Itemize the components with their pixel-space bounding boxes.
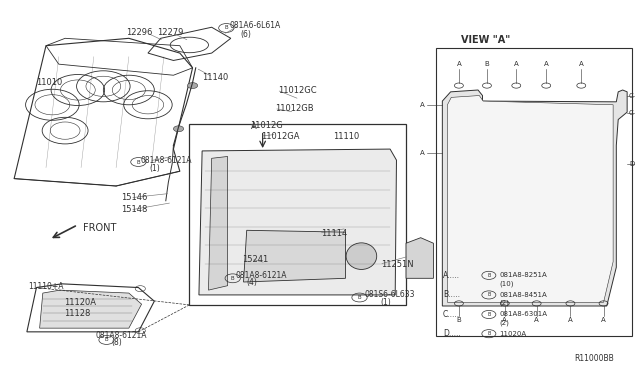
Text: (2): (2) xyxy=(499,300,509,306)
Text: 081S6-6L633: 081S6-6L633 xyxy=(365,291,415,299)
Bar xyxy=(189,124,406,305)
Text: 081A8-6301A: 081A8-6301A xyxy=(499,311,547,317)
Text: (6): (6) xyxy=(241,30,252,39)
Text: 11251N: 11251N xyxy=(381,260,414,269)
Text: 11012GC: 11012GC xyxy=(278,86,317,94)
Text: 081A6-6L61A: 081A6-6L61A xyxy=(230,21,281,30)
Text: B: B xyxy=(105,337,108,343)
Text: C.....: C..... xyxy=(443,310,460,319)
Text: A: A xyxy=(502,317,507,323)
Text: B: B xyxy=(456,317,461,323)
Text: A: A xyxy=(514,61,518,67)
Text: B: B xyxy=(136,160,140,164)
Text: B: B xyxy=(358,295,362,300)
Polygon shape xyxy=(442,90,627,306)
Text: (1): (1) xyxy=(381,298,391,307)
Circle shape xyxy=(188,83,198,89)
Text: A: A xyxy=(579,61,584,67)
Polygon shape xyxy=(406,238,433,278)
Text: 081A8-6121A: 081A8-6121A xyxy=(140,156,192,166)
Text: B: B xyxy=(487,273,490,278)
Text: A.....: A..... xyxy=(443,271,460,280)
Text: 081A8-8451A: 081A8-8451A xyxy=(499,292,547,298)
Text: 11010: 11010 xyxy=(36,78,63,87)
Text: 11012GB: 11012GB xyxy=(275,104,314,113)
Text: A: A xyxy=(601,317,606,323)
Polygon shape xyxy=(244,230,346,282)
Text: A: A xyxy=(251,122,257,131)
Text: D: D xyxy=(629,161,634,167)
Text: 11012G: 11012G xyxy=(250,121,283,129)
Text: B.....: B..... xyxy=(443,291,460,299)
Text: C: C xyxy=(629,110,634,116)
Text: (2): (2) xyxy=(499,320,509,326)
Polygon shape xyxy=(199,149,396,295)
Polygon shape xyxy=(209,157,228,290)
Ellipse shape xyxy=(346,243,377,269)
Text: (8): (8) xyxy=(111,339,122,347)
Text: 12279: 12279 xyxy=(157,28,184,37)
Text: D.....: D..... xyxy=(443,329,461,338)
Text: 081A8-8251A: 081A8-8251A xyxy=(499,272,547,278)
Text: R11000BB: R11000BB xyxy=(574,354,614,363)
Text: VIEW "A": VIEW "A" xyxy=(461,35,510,45)
Text: 11140: 11140 xyxy=(202,73,228,81)
Text: A: A xyxy=(534,317,539,323)
Text: (10): (10) xyxy=(499,280,513,287)
Text: 15148: 15148 xyxy=(121,205,148,215)
Circle shape xyxy=(173,126,184,132)
Text: 081A8-6121A: 081A8-6121A xyxy=(96,331,147,340)
Text: A: A xyxy=(544,61,548,67)
Text: 15241: 15241 xyxy=(243,254,269,264)
Bar xyxy=(436,48,632,336)
Text: 11128: 11128 xyxy=(64,309,90,318)
Text: 11020A: 11020A xyxy=(499,331,526,337)
Text: (4): (4) xyxy=(246,278,257,287)
Text: 081A8-6121A: 081A8-6121A xyxy=(236,271,287,280)
Text: (1): (1) xyxy=(149,164,160,173)
Text: B: B xyxy=(487,292,490,298)
Text: A: A xyxy=(420,150,424,156)
Text: 11120A: 11120A xyxy=(64,298,96,307)
Text: 15146: 15146 xyxy=(121,193,148,202)
Text: A: A xyxy=(568,317,573,323)
Polygon shape xyxy=(40,290,141,328)
Text: B: B xyxy=(225,25,228,31)
Text: B: B xyxy=(487,312,490,317)
Text: B: B xyxy=(487,331,490,336)
Polygon shape xyxy=(447,96,613,302)
Text: C: C xyxy=(629,93,634,99)
Text: FRONT: FRONT xyxy=(83,224,116,234)
Text: 11110: 11110 xyxy=(333,132,359,141)
Text: A: A xyxy=(420,102,424,108)
Text: B: B xyxy=(231,276,234,281)
Text: A: A xyxy=(456,61,461,67)
Text: 11114: 11114 xyxy=(321,229,348,238)
Text: 12296: 12296 xyxy=(125,28,152,37)
Text: 11110+A: 11110+A xyxy=(28,282,63,291)
Text: 11012GA: 11012GA xyxy=(261,132,300,141)
Text: B: B xyxy=(484,61,490,67)
